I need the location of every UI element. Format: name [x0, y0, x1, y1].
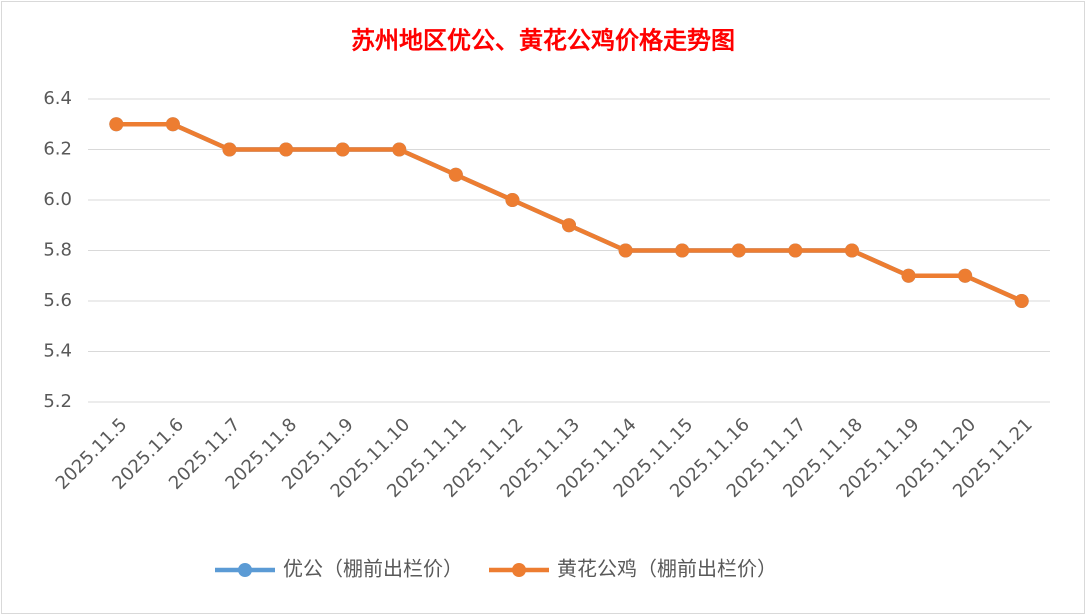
- data-point: [844, 243, 859, 258]
- data-point: [675, 243, 690, 258]
- legend-label: 黄花公鸡（棚前出栏价）: [557, 557, 777, 581]
- data-point: [958, 268, 973, 283]
- data-point: [448, 167, 463, 182]
- data-point: [788, 243, 803, 258]
- data-point: [165, 117, 180, 132]
- y-tick-label: 5.2: [43, 391, 72, 412]
- data-point: [618, 243, 633, 258]
- data-point: [392, 142, 407, 157]
- data-point: [901, 268, 916, 283]
- data-point: [1014, 294, 1029, 308]
- data-point: [505, 193, 520, 207]
- y-tick-label: 5.4: [43, 341, 72, 362]
- legend-marker: [512, 563, 526, 577]
- data-point: [731, 243, 746, 258]
- chart-title: 苏州地区优公、黄花公鸡价格走势图: [351, 26, 735, 55]
- y-tick-label: 6.4: [43, 88, 72, 109]
- legend-label: 优公（棚前出栏价）: [283, 557, 463, 581]
- legend-marker: [238, 563, 252, 577]
- data-point: [279, 142, 294, 157]
- data-point: [109, 117, 124, 132]
- data-point: [222, 142, 237, 157]
- y-tick-label: 5.6: [43, 290, 72, 311]
- data-point: [335, 142, 350, 157]
- y-tick-label: 6.2: [43, 139, 72, 160]
- y-tick-label: 6.0: [43, 189, 72, 210]
- data-point: [562, 218, 576, 233]
- y-tick-label: 5.8: [43, 240, 72, 261]
